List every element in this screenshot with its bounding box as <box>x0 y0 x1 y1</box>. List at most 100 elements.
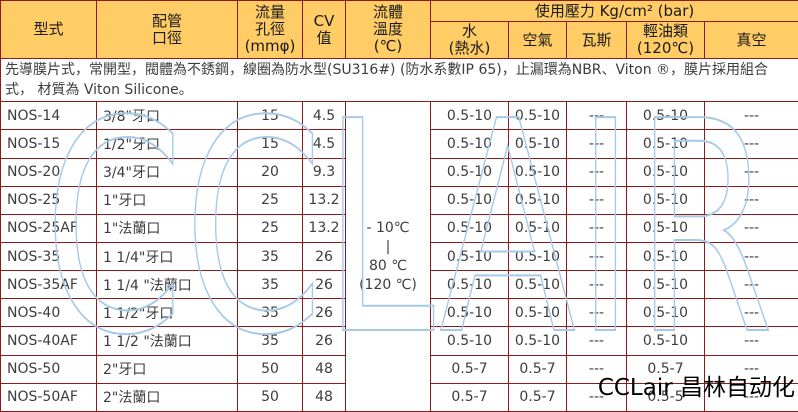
table-row: NOS-25AF 1"法蘭口 25 13.2 0.5-10 0.5-10 ---… <box>0 213 798 244</box>
header-fluid-temp: 流體 溫度 (℃) <box>345 0 431 59</box>
header-bore: 流量 孔徑 (mmφ) <box>237 0 303 59</box>
cell-pipe: 1 1/4"牙口 <box>96 242 238 272</box>
cell-bore: 25 <box>237 185 303 215</box>
table-row: NOS-40AF 1 1/2 "法蘭口 35 26 0.5-10 0.5-10 … <box>0 326 798 356</box>
cell-model: NOS-35 <box>0 242 97 272</box>
header-cv: CV 值 <box>302 0 346 59</box>
table-row: NOS-50AF 2"法蘭口 50 48 0.5-7 0.5-7 --- 0.5… <box>0 382 798 412</box>
cell-gas: --- <box>566 213 627 244</box>
cell-cv: 9.3 <box>302 157 346 187</box>
table-row: NOS-50 2"牙口 50 48 0.5-7 0.5-7 --- 0.5-7 … <box>0 354 798 384</box>
cell-vacuum: --- <box>703 326 798 356</box>
cell-water: 0.5-10 <box>430 270 509 300</box>
cell-vacuum: --- <box>703 157 798 187</box>
header-model: 型式 <box>0 0 97 59</box>
cell-pipe: 1"法蘭口 <box>96 213 238 244</box>
cell-pipe: 1 1/2"牙口 <box>96 298 238 328</box>
cell-oil: 0.5-7 <box>626 354 705 384</box>
cell-bore: 15 <box>237 101 303 131</box>
cell-model: NOS-15 <box>0 129 97 159</box>
cell-model: NOS-35AF <box>0 270 97 300</box>
cell-model: NOS-20 <box>0 157 97 187</box>
cell-model: NOS-40AF <box>0 326 97 356</box>
cell-vacuum: --- <box>703 213 798 244</box>
cell-gas: --- <box>566 298 627 328</box>
cell-vacuum: --- <box>703 242 798 272</box>
cell-bore: 50 <box>237 354 303 384</box>
cell-cv: 26 <box>302 242 346 272</box>
brand-logo-text: CCLair 昌林自动化 <box>597 375 795 401</box>
header-pipe-size: 配管 口徑 <box>96 0 238 59</box>
cell-oil: 0.5-10 <box>626 242 705 272</box>
cell-bore: 25 <box>237 213 303 244</box>
cell-pipe: 3/8"牙口 <box>96 101 238 131</box>
cell-water: 0.5-10 <box>430 101 509 131</box>
cell-air: 0.5-10 <box>508 270 567 300</box>
cell-fluid-temp-range: - 10℃ | 80 ℃ (120 ℃) <box>345 101 431 412</box>
cell-cv: 48 <box>302 382 346 412</box>
cell-oil: 0.5-10 <box>626 101 705 131</box>
cell-oil: 0.5-10 <box>626 185 705 215</box>
cell-oil: 0.5-10 <box>626 129 705 159</box>
cell-bore: 20 <box>237 157 303 187</box>
cell-gas: --- <box>566 326 627 356</box>
cell-gas: --- <box>566 382 627 412</box>
cell-gas: --- <box>566 101 627 131</box>
cell-oil: 0.5-10 <box>626 298 705 328</box>
cell-water: 0.5-10 <box>430 185 509 215</box>
cell-vacuum: --- <box>703 270 798 300</box>
description-row: 先導膜片式，常開型，閥體為不銹鋼，線圈為防水型(SU316#) (防水系數IP … <box>0 57 798 103</box>
cell-air: 0.5-10 <box>508 242 567 272</box>
cell-bore: 15 <box>237 129 303 159</box>
cell-model: NOS-40 <box>0 298 97 328</box>
cell-pipe: 1"牙口 <box>96 185 238 215</box>
cell-cv: 26 <box>302 270 346 300</box>
cell-oil: 0.5-10 <box>626 326 705 356</box>
cell-model: NOS-50AF <box>0 382 97 412</box>
cell-vacuum: --- <box>703 185 798 215</box>
cell-bore: 50 <box>237 382 303 412</box>
cell-air: 0.5-10 <box>508 298 567 328</box>
cell-cv: 26 <box>302 298 346 328</box>
cell-pipe: 1/2"牙口 <box>96 129 238 159</box>
cell-vacuum: --- <box>703 382 798 412</box>
cell-water: 0.5-10 <box>430 157 509 187</box>
cell-gas: --- <box>566 129 627 159</box>
cell-bore: 35 <box>237 326 303 356</box>
table-row: NOS-40 1 1/2"牙口 35 26 0.5-10 0.5-10 --- … <box>0 298 798 328</box>
cell-model: NOS-14 <box>0 101 97 131</box>
cell-bore: 35 <box>237 298 303 328</box>
cell-vacuum: --- <box>703 129 798 159</box>
cell-pipe: 2"法蘭口 <box>96 382 238 412</box>
cell-air: 0.5-7 <box>508 382 567 412</box>
table-row: NOS-25 1"牙口 25 13.2 0.5-10 0.5-10 --- 0.… <box>0 185 798 215</box>
cell-pipe: 3/4"牙口 <box>96 157 238 187</box>
cell-oil: 0.5-10 <box>626 270 705 300</box>
cell-air: 0.5-10 <box>508 326 567 356</box>
cell-water: 0.5-10 <box>430 242 509 272</box>
table-row: NOS-14 3/8"牙口 15 4.5 - 10℃ | 80 ℃ (120 ℃… <box>0 101 798 412</box>
cell-water: 0.5-10 <box>430 298 509 328</box>
cell-cv: 4.5 <box>302 129 346 159</box>
cell-water: 0.5-7 <box>430 354 509 384</box>
cell-air: 0.5-10 <box>508 185 567 215</box>
cell-pipe: 1 1/4 "法蘭口 <box>96 270 238 300</box>
cell-water: 0.5-10 <box>430 326 509 356</box>
cell-model: NOS-50 <box>0 354 97 384</box>
cell-cv: 4.5 <box>302 101 346 131</box>
cell-water: 0.5-10 <box>430 213 509 244</box>
cell-water: 0.5-10 <box>430 129 509 159</box>
cell-oil: 0.5-10 <box>626 213 705 244</box>
cell-gas: --- <box>566 242 627 272</box>
header-light-oil: 輕油類 (120℃) <box>626 21 705 59</box>
cell-cv: 13.2 <box>302 213 346 244</box>
header-water: 水 (熱水) <box>430 21 509 59</box>
cell-bore: 35 <box>237 242 303 272</box>
cell-cv: 13.2 <box>302 185 346 215</box>
cell-vacuum: --- <box>703 354 798 384</box>
header-air: 空氣 <box>508 21 567 59</box>
table-row: NOS-35AF 1 1/4 "法蘭口 35 26 0.5-10 0.5-10 … <box>0 270 798 300</box>
cell-pipe: 1 1/2 "法蘭口 <box>96 326 238 356</box>
header-vacuum: 真空 <box>703 21 798 59</box>
